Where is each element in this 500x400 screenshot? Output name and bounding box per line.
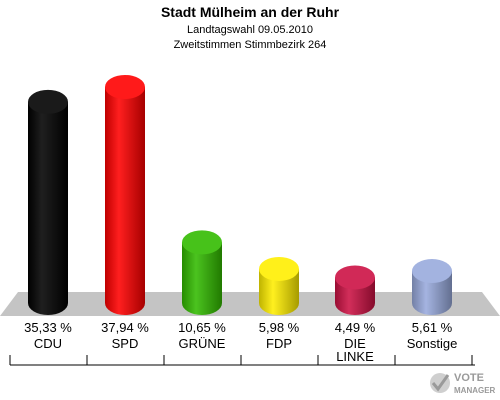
category-label-gr-ne: GRÜNE (179, 336, 226, 351)
value-label-spd: 37,94 % (101, 320, 149, 335)
bar-spd (105, 75, 145, 315)
category-label-cdu: CDU (34, 336, 62, 351)
bar-top-sonstige (412, 259, 452, 284)
category-label-spd: SPD (112, 336, 139, 351)
value-label-gr-ne: 10,65 % (178, 320, 226, 335)
category-label-die-linke-line1: DIE (344, 336, 366, 351)
logo-text-manager: MANAGER (454, 386, 496, 395)
bar-top-die-linke (335, 265, 375, 290)
value-label-cdu: 35,33 % (24, 320, 72, 335)
category-label-die-linke-line2: LINKE (336, 349, 374, 364)
value-label-fdp: 5,98 % (259, 320, 300, 335)
chart-subtitle-district: Zweitstimmen Stimmbezirk 264 (174, 39, 327, 51)
chart-title: Stadt Mülheim an der Ruhr (161, 4, 340, 20)
bar-cdu (28, 89, 68, 315)
checkmark-icon (430, 373, 450, 393)
bar-top-cdu (28, 89, 68, 114)
bar-gr-ne (182, 230, 222, 315)
value-label-die-linke: 4,49 % (335, 320, 376, 335)
category-label-sonstige: Sonstige (407, 336, 458, 351)
bar-body-gr-ne (182, 242, 222, 315)
bar-body-fdp (259, 268, 299, 315)
bar-body-cdu (28, 101, 68, 315)
bar-top-gr-ne (182, 230, 222, 255)
logo-text-vote: VOTE (454, 372, 484, 384)
category-label-fdp: FDP (266, 336, 292, 351)
value-label-sonstige: 5,61 % (412, 320, 453, 335)
bar-body-spd (105, 87, 145, 315)
bar-top-fdp (259, 256, 299, 281)
bar-sonstige (412, 259, 452, 315)
bar-die-linke (335, 265, 375, 315)
bar-fdp (259, 256, 299, 315)
vote-manager-logo: VOTE MANAGER (430, 372, 496, 395)
chart-subtitle-date: Landtagswahl 09.05.2010 (187, 24, 313, 36)
bar-body-sonstige (412, 271, 452, 315)
bar-top-spd (105, 75, 145, 99)
